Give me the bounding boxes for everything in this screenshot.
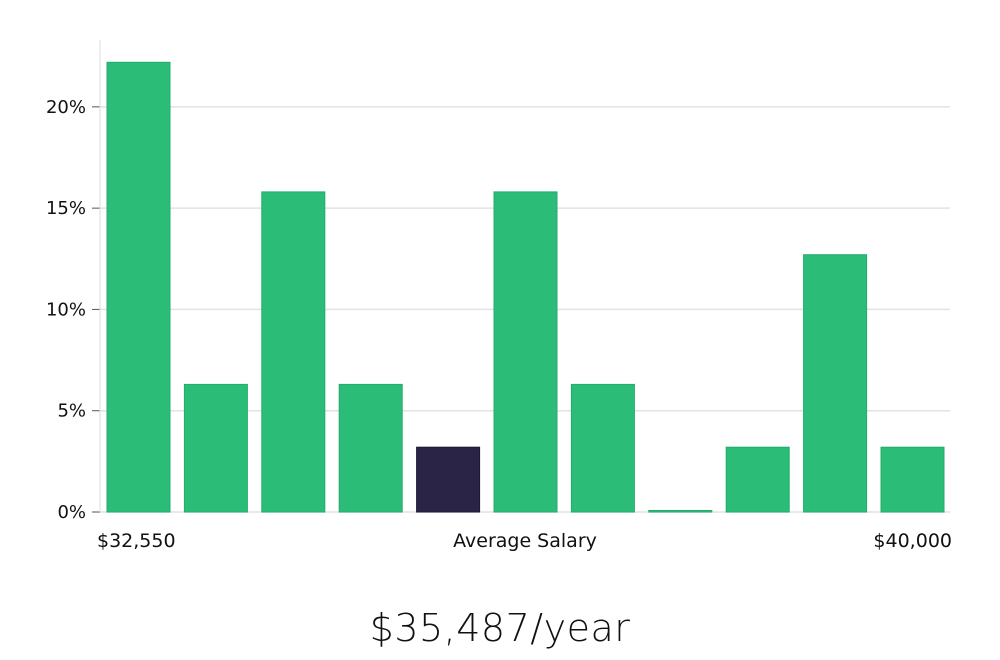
bar	[880, 446, 945, 513]
bars	[106, 61, 945, 513]
bar	[493, 191, 558, 513]
y-tick-label: 5%	[57, 401, 86, 422]
salary-distribution-chart: 0% 5% 10% 15% 20% $32,550 Average Salary $40…	[46, 40, 952, 552]
bar-average-salary	[416, 446, 481, 513]
bar	[725, 446, 790, 513]
x-label-min: $32,550	[97, 530, 176, 552]
x-label-max: $40,000	[873, 530, 952, 552]
bar	[803, 254, 868, 513]
y-tick-label: 0%	[57, 502, 86, 523]
bar	[261, 191, 326, 513]
y-tick-label: 20%	[46, 97, 86, 118]
bar	[106, 61, 171, 513]
bar	[338, 383, 403, 513]
y-axis-ticks: 0% 5% 10% 15% 20%	[46, 97, 100, 523]
bar	[183, 383, 248, 513]
bar	[648, 510, 713, 513]
y-tick-label: 10%	[46, 299, 86, 320]
y-tick-label: 15%	[46, 198, 86, 219]
average-salary-value: $35,487/year	[369, 606, 631, 650]
x-label-average: Average Salary	[453, 530, 597, 552]
bar	[570, 383, 635, 513]
